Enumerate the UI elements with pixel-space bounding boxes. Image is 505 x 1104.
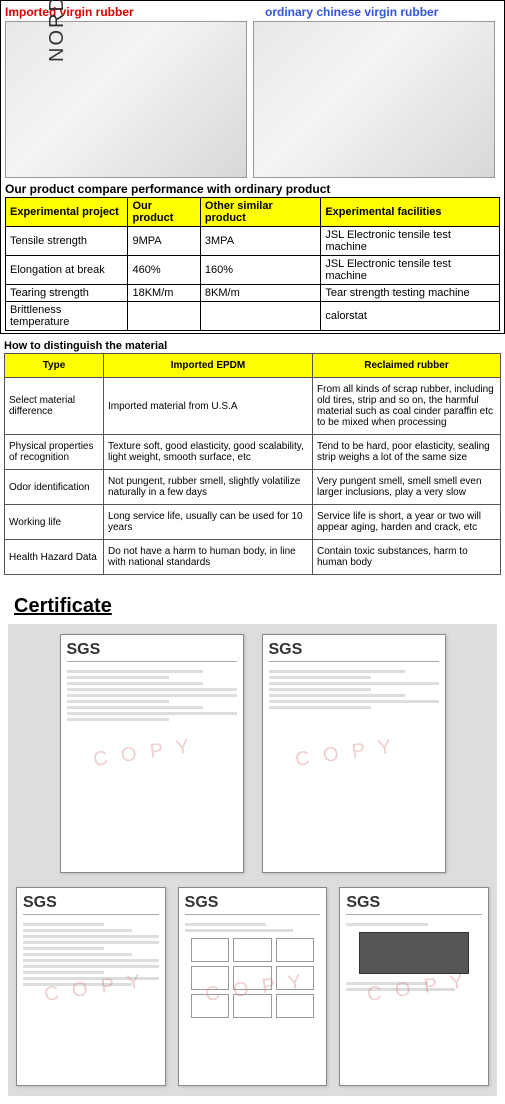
sgs-logo: SGS (23, 894, 159, 915)
doc-text-lines (185, 923, 321, 932)
certificate-doc: SGS C O P Y (339, 887, 489, 1086)
table-row: Working lifeLong service life, usually c… (5, 505, 501, 540)
col-experimental-project: Experimental project (6, 198, 128, 227)
sgs-logo: SGS (185, 894, 321, 915)
table-row: Health Hazard DataDo not have a harm to … (5, 540, 501, 575)
product-images-row (5, 21, 500, 178)
copy-watermark: C O P Y (294, 735, 397, 772)
doc-text-lines (269, 670, 439, 709)
performance-title: Our product compare performance with ord… (5, 182, 500, 196)
col-type: Type (5, 354, 104, 378)
certificate-panel: SGS C O P Y SGS C O P Y SGS (8, 624, 497, 1096)
copy-watermark: C O P Y (92, 735, 195, 772)
sgs-logo: SGS (269, 641, 439, 662)
ordinary-rubber-image (253, 21, 495, 178)
table-row: Odor identificationNot pungent, rubber s… (5, 470, 501, 505)
sgs-logo: SGS (67, 641, 237, 662)
imported-rubber-image (5, 21, 247, 178)
certificate-doc: SGS C O P Y (60, 634, 244, 873)
col-other-product: Other similar product (200, 198, 320, 227)
distinguish-table: Type Imported EPDM Reclaimed rubber Sele… (4, 353, 501, 575)
col-our-product: Our product (128, 198, 200, 227)
imported-rubber-label: Imported virgin rubber (5, 5, 265, 19)
certificate-title: Certificate (14, 595, 505, 618)
col-imported-epdm: Imported EPDM (104, 354, 313, 378)
table-row: Tearing strength18KM/m8KM/mTear strength… (6, 285, 500, 302)
ordinary-rubber-label: ordinary chinese virgin rubber (265, 5, 438, 19)
certificate-row-top: SGS C O P Y SGS C O P Y (16, 634, 489, 873)
col-reclaimed: Reclaimed rubber (313, 354, 501, 378)
compare-labels-row: Imported virgin rubber ordinary chinese … (5, 5, 500, 19)
doc-text-lines (346, 923, 482, 926)
doc-photo-block (359, 932, 470, 974)
table-row: Physical properties of recognitionTextur… (5, 435, 501, 470)
certificate-doc: SGS C O P Y (262, 634, 446, 873)
doc-text-lines (67, 670, 237, 721)
table-row: Tensile strength9MPA3MPA JSL Electronic … (6, 227, 500, 256)
certificate-doc: SGS C O P Y (178, 887, 328, 1086)
product-compare-panel: Imported virgin rubber ordinary chinese … (0, 0, 505, 334)
table-header-row: Experimental project Our product Other s… (6, 198, 500, 227)
distinguish-title: How to distinguish the material (0, 340, 505, 352)
table-header-row: Type Imported EPDM Reclaimed rubber (5, 354, 501, 378)
sgs-logo: SGS (346, 894, 482, 915)
copy-watermark: C O P Y (366, 970, 469, 1007)
certificate-row-bottom: SGS C O P Y SGS C O P Y SGS (16, 887, 489, 1086)
certificate-doc: SGS C O P Y (16, 887, 166, 1086)
table-row: Elongation at break460%160% JSL Electron… (6, 256, 500, 285)
col-facilities: Experimental facilities (321, 198, 500, 227)
table-row: Brittleness temperaturecalorstat (6, 302, 500, 331)
performance-table: Experimental project Our product Other s… (5, 197, 500, 331)
table-row: Select material differenceImported mater… (5, 378, 501, 435)
